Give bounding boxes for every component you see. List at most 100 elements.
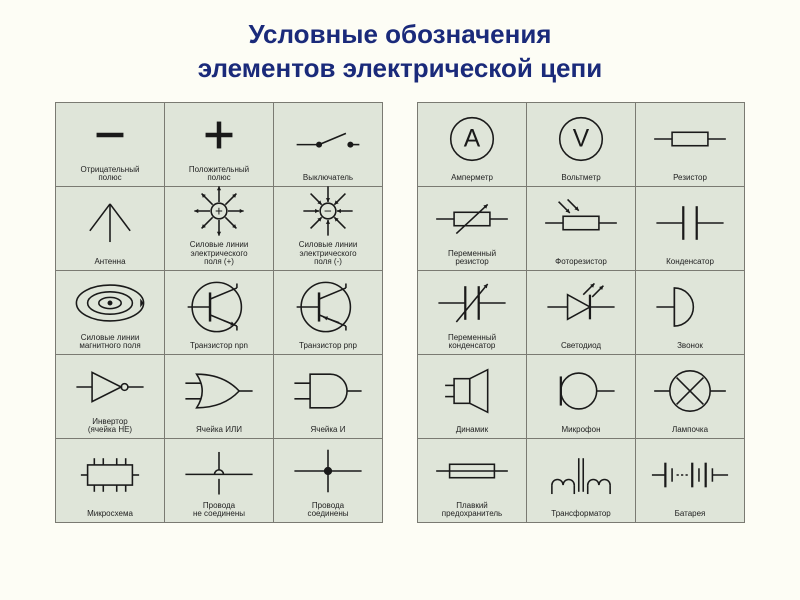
cell-led: Светодиод <box>527 271 635 354</box>
cell-switch: Выключатель <box>274 103 382 186</box>
cell-efield-neg: − Силовые линии электрического поля (-) <box>274 187 382 270</box>
cell-capacitor: Конденсатор <box>636 187 744 270</box>
svg-text:−: − <box>324 204 332 219</box>
label-led: Светодиод <box>561 342 601 350</box>
resistor-icon <box>638 106 742 173</box>
label-or-gate: Ячейка ИЛИ <box>196 426 242 434</box>
label-var-resistor: Переменный резистор <box>448 250 496 267</box>
label-inverter: Инвертор (ячейка НЕ) <box>88 418 132 435</box>
label-photoresistor: Фоторезистор <box>555 258 607 266</box>
cell-and-gate: Ячейка И <box>274 355 382 438</box>
label-voltmeter: Вольтметр <box>561 174 600 182</box>
photoresistor-icon <box>529 190 633 257</box>
label-speaker: Динамик <box>456 426 488 434</box>
label-ammeter: Амперметр <box>451 174 493 182</box>
cell-bell: Звонок <box>636 271 744 354</box>
efield-neg-icon: − <box>276 183 380 239</box>
capacitor-icon <box>638 190 742 257</box>
label-npn: Транзистор npn <box>190 342 248 350</box>
svg-text:A: A <box>464 125 481 152</box>
inverter-icon <box>58 358 162 416</box>
cell-wires-nc: Провода не соединены <box>165 439 273 522</box>
npn-icon <box>167 274 271 341</box>
title-line2: элементов электрической цепи <box>40 52 760 86</box>
cell-wires-c: Провода соединены <box>274 439 382 522</box>
wires-c-icon <box>276 442 380 500</box>
cell-npn: Транзистор npn <box>165 271 273 354</box>
cell-speaker: Динамик <box>418 355 526 438</box>
label-wires-c: Провода соединены <box>308 502 349 519</box>
label-battery: Батарея <box>675 510 706 518</box>
bell-icon <box>638 274 742 341</box>
label-neg-pole: Отрицательный полюс <box>81 166 140 183</box>
cell-ic: Микросхема <box>56 439 164 522</box>
cell-resistor: Резистор <box>636 103 744 186</box>
cell-inverter: Инвертор (ячейка НЕ) <box>56 355 164 438</box>
pnp-icon <box>276 274 380 341</box>
cell-microphone: Микрофон <box>527 355 635 438</box>
label-pos-pole: Положительный полюс <box>189 166 249 183</box>
label-lamp: Лампочка <box>672 426 708 434</box>
cell-var-capacitor: Переменный конденсатор <box>418 271 526 354</box>
cell-photoresistor: Фоторезистор <box>527 187 635 270</box>
transformer-icon <box>529 442 633 509</box>
label-wires-nc: Провода не соединены <box>193 502 245 519</box>
speaker-icon <box>420 358 524 425</box>
tables-container: Отрицательный полюс Положительный полюс Вы… <box>0 96 800 523</box>
cell-efield-pos: + Силовые линии электрического поля (+) <box>165 187 273 270</box>
cell-antenna: Антенна <box>56 187 164 270</box>
cell-fuse: Плавкий предохранитель <box>418 439 526 522</box>
label-mag-field: Силовые линии магнитного поля <box>79 334 140 351</box>
right-grid: A Амперметр V Вольтметр Резистор Переменный р… <box>417 102 745 523</box>
lamp-icon <box>638 358 742 425</box>
label-fuse: Плавкий предохранитель <box>442 502 502 519</box>
cell-var-resistor: Переменный резистор <box>418 187 526 270</box>
cell-battery: Батарея <box>636 439 744 522</box>
cell-mag-field: Силовые линии магнитного поля <box>56 271 164 354</box>
mag-field-icon <box>58 274 162 332</box>
microphone-icon <box>529 358 633 425</box>
label-resistor: Резистор <box>673 174 707 182</box>
pos-pole-icon <box>167 106 271 164</box>
switch-icon <box>276 106 380 173</box>
label-var-capacitor: Переменный конденсатор <box>448 334 496 351</box>
cell-pos-pole: Положительный полюс <box>165 103 273 186</box>
svg-text:+: + <box>215 204 223 219</box>
cell-neg-pole: Отрицательный полюс <box>56 103 164 186</box>
label-bell: Звонок <box>677 342 703 350</box>
label-antenna: Антенна <box>94 258 125 266</box>
label-pnp: Транзистор pnp <box>299 342 357 350</box>
label-transformer: Трансформатор <box>551 510 610 518</box>
voltmeter-icon: V <box>529 106 633 173</box>
label-microphone: Микрофон <box>562 426 601 434</box>
var-resistor-icon <box>420 190 524 248</box>
cell-transformer: Трансформатор <box>527 439 635 522</box>
fuse-icon <box>420 442 524 500</box>
led-icon <box>529 274 633 341</box>
antenna-icon <box>58 190 162 257</box>
left-grid: Отрицательный полюс Положительный полюс Вы… <box>55 102 383 523</box>
cell-ammeter: A Амперметр <box>418 103 526 186</box>
label-switch: Выключатель <box>303 174 353 182</box>
label-and-gate: Ячейка И <box>311 426 346 434</box>
and-gate-icon <box>276 358 380 425</box>
cell-pnp: Транзистор pnp <box>274 271 382 354</box>
page-title: Условные обозначения элементов электриче… <box>0 0 800 96</box>
label-ic: Микросхема <box>87 510 133 518</box>
ammeter-icon: A <box>420 106 524 173</box>
label-capacitor: Конденсатор <box>666 258 714 266</box>
efield-pos-icon: + <box>167 183 271 239</box>
svg-text:V: V <box>573 125 590 152</box>
neg-pole-icon <box>58 106 162 164</box>
title-line1: Условные обозначения <box>40 18 760 52</box>
label-efield-neg: Силовые линии электрического поля (-) <box>299 241 358 266</box>
ic-icon <box>58 442 162 509</box>
cell-voltmeter: V Вольтметр <box>527 103 635 186</box>
cell-or-gate: Ячейка ИЛИ <box>165 355 273 438</box>
battery-icon <box>638 442 742 509</box>
var-capacitor-icon <box>420 274 524 332</box>
wires-nc-icon <box>167 442 271 500</box>
cell-lamp: Лампочка <box>636 355 744 438</box>
or-gate-icon <box>167 358 271 425</box>
label-efield-pos: Силовые линии электрического поля (+) <box>190 241 249 266</box>
